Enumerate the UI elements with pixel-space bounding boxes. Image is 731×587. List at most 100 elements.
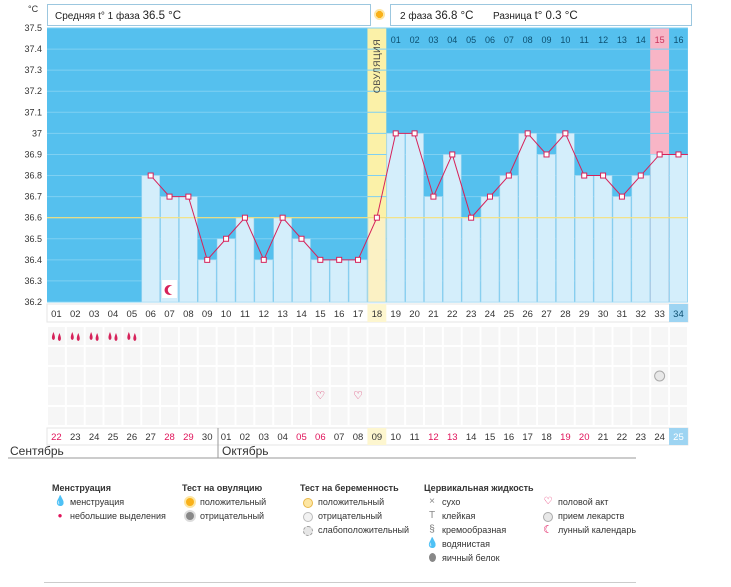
cycle-day-number: 11 [240, 309, 250, 320]
luteal-day-number: 03 [428, 35, 438, 45]
symptom-cell [555, 366, 575, 386]
calendar-date: 13 [447, 432, 458, 443]
symptom-cell [537, 346, 556, 366]
luteal-day-number: 09 [542, 35, 552, 45]
month-second: Октябрь [222, 444, 269, 458]
symptom-cell [160, 346, 179, 366]
symptom-cell [386, 366, 406, 386]
symptom-cell [273, 386, 293, 406]
cycle-day-number: 03 [89, 309, 100, 320]
symptom-cell [555, 346, 575, 366]
cycle-day-number: 23 [466, 309, 477, 320]
cycle-day-number: 29 [579, 309, 590, 320]
cycle-day-number: 21 [428, 309, 439, 320]
sun-icon [374, 9, 385, 20]
symptom-cell [631, 346, 651, 366]
temperature-bar [537, 154, 556, 303]
calendar-date: 03 [258, 432, 269, 443]
symptom-cell [216, 326, 236, 346]
symptom-cell [574, 366, 594, 386]
temperature-point [486, 193, 493, 200]
temperature-bar [141, 175, 160, 303]
symptom-cell [178, 406, 198, 426]
symptom-cell [122, 346, 142, 366]
drop-icon [57, 333, 61, 341]
calendar-date: 28 [164, 432, 175, 443]
calendar-date: 07 [334, 432, 345, 443]
symptom-cell [386, 386, 406, 406]
symptom-cell [254, 366, 274, 386]
symptom-cell [254, 326, 274, 346]
luteal-day-number: 10 [560, 35, 570, 45]
legend-item: яичный белок [424, 551, 534, 565]
symptom-cell [593, 346, 613, 366]
heart-icon: ♡ [353, 390, 363, 402]
phase2-label: 2 фаза [400, 11, 433, 22]
symptom-cell [160, 386, 179, 406]
symptom-cell [329, 346, 349, 366]
symptom-cell [405, 346, 424, 366]
symptom-cell [160, 406, 179, 426]
symptom-cell [499, 406, 519, 426]
cycle-day-number: 22 [447, 309, 458, 320]
symptom-cell [442, 386, 462, 406]
symptom-cell [631, 366, 651, 386]
calendar-date: 04 [277, 432, 288, 443]
symptom-cell [122, 386, 142, 406]
temperature-point [204, 256, 211, 263]
temperature-bar [292, 238, 311, 303]
luteal-day-number: 07 [504, 35, 514, 45]
temperature-point [449, 151, 456, 158]
symptom-cell [367, 366, 387, 386]
temperature-bar [499, 175, 519, 303]
symptom-cell [518, 366, 538, 386]
symptom-cell [386, 406, 406, 426]
pill-icon [654, 370, 666, 382]
symptom-cell [537, 366, 556, 386]
ovulation-label: ОВУЛЯЦИЯ [372, 39, 382, 93]
cycle-day-number: 04 [108, 309, 119, 320]
calendar-date: 25 [673, 432, 684, 443]
pill-icon [542, 509, 554, 527]
cycle-day-number: 20 [409, 309, 420, 320]
calendar-date: 21 [598, 432, 609, 443]
symptom-cell [47, 386, 66, 406]
symptom-cell [612, 346, 632, 366]
drop-icon [108, 332, 112, 340]
drop-icon [70, 332, 74, 340]
today-cell [669, 304, 688, 322]
temperature-point [411, 130, 418, 137]
temperature-point [581, 172, 588, 179]
symptom-cell [461, 326, 481, 346]
symptom-cell [480, 326, 500, 346]
symptom-cell [405, 386, 424, 406]
symptom-cell [518, 386, 538, 406]
symptom-cell [386, 326, 406, 346]
symptom-cell [669, 366, 688, 386]
drop-icon [127, 332, 131, 340]
temperature-point [336, 256, 343, 263]
symptom-cell [292, 386, 311, 406]
calendar-date: 18 [541, 432, 552, 443]
calendar-date: 02 [240, 432, 251, 443]
phase2-value: 36.8 °C [434, 10, 474, 22]
symptom-cell [292, 346, 311, 366]
symptom-cell [310, 386, 330, 406]
cycle-day-number: 28 [560, 309, 571, 320]
temperature-bar [612, 196, 632, 303]
creamy-icon: § [429, 524, 435, 535]
cycle-day-number: 32 [635, 309, 646, 320]
legend-item: ☾ лунный календарь [543, 524, 637, 536]
symptom-cell [405, 406, 424, 426]
symptom-cell [235, 406, 255, 426]
cycle-day-number: 24 [485, 309, 496, 320]
temperature-bar [235, 217, 255, 303]
calendar-date: 22 [617, 432, 628, 443]
symptom-cell [47, 346, 66, 366]
dry-icon: × [429, 496, 435, 507]
symptom-cell [235, 386, 255, 406]
symptom-cell [141, 326, 161, 346]
calendar-date: 17 [522, 432, 533, 443]
cycle-day-number: 02 [70, 309, 81, 320]
